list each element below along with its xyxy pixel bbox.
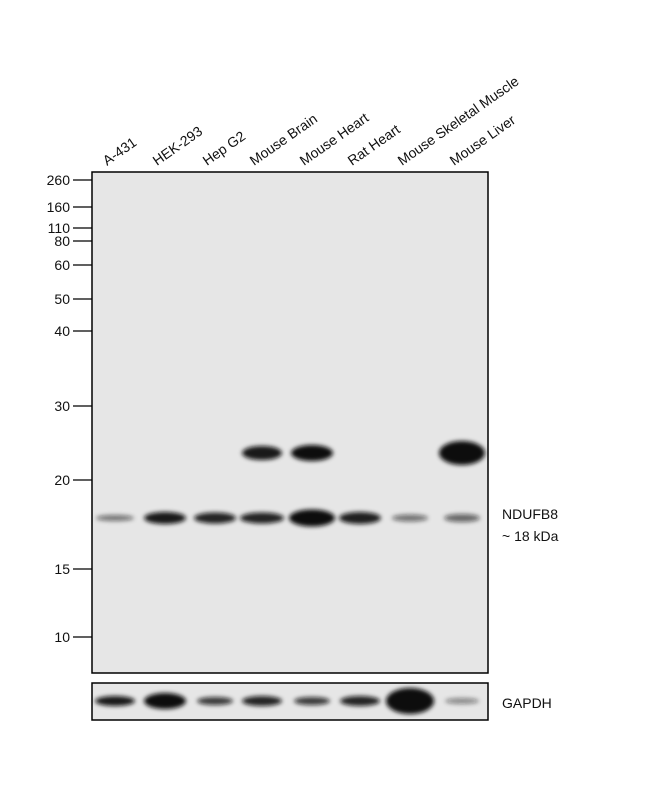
upper-band [242, 446, 282, 460]
lane-label: Hep G2 [200, 128, 249, 169]
target-label: NDUFB8 [502, 506, 558, 522]
marker-label: 10 [54, 629, 70, 645]
ndufb8-band [96, 515, 134, 521]
marker-label: 80 [54, 233, 70, 249]
lane-label: A-431 [100, 134, 140, 169]
gapdh-band [340, 696, 380, 706]
main-blot [91, 171, 489, 674]
gapdh-band [95, 696, 135, 706]
gapdh-band [197, 697, 233, 705]
marker-label: 160 [47, 199, 71, 215]
gapdh-band [294, 697, 330, 705]
ndufb8-band [444, 514, 480, 522]
ndufb8-band [144, 512, 186, 524]
upper-band [291, 445, 333, 461]
marker-label: 15 [54, 561, 70, 577]
gapdh-band [242, 696, 282, 706]
marker-label: 40 [54, 323, 70, 339]
marker-label: 50 [54, 291, 70, 307]
upper-band [439, 441, 485, 465]
gapdh-band [386, 688, 434, 714]
size-label: ~ 18 kDa [502, 528, 559, 544]
marker-label: 60 [54, 257, 70, 273]
ndufb8-band [194, 512, 236, 524]
lane-label: HEK-293 [150, 123, 206, 169]
ndufb8-band [392, 514, 428, 522]
ndufb8-band [289, 509, 335, 527]
gapdh-band [445, 698, 479, 704]
gapdh-band [144, 693, 186, 709]
loading-control-label: GAPDH [502, 695, 552, 711]
ndufb8-band [240, 512, 284, 524]
marker-label: 110 [48, 220, 71, 236]
marker-label: 20 [54, 472, 70, 488]
marker-label: 260 [47, 172, 71, 188]
ndufb8-band [339, 512, 381, 524]
marker-label: 30 [54, 398, 70, 414]
